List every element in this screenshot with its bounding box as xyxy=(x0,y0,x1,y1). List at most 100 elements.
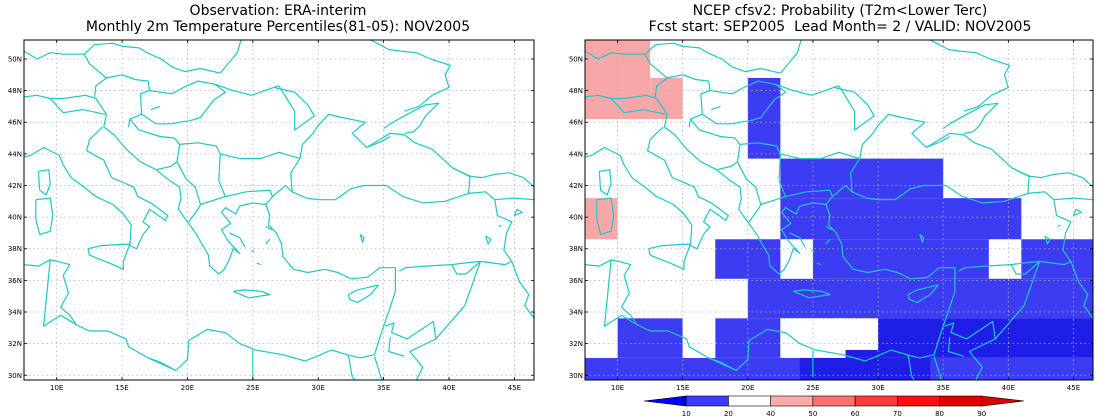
coastline xyxy=(35,197,54,236)
coastline xyxy=(825,238,831,245)
coastline xyxy=(929,40,1011,112)
empty-cell xyxy=(780,239,813,279)
coastline xyxy=(942,102,999,134)
lon-tick-label: 30E xyxy=(871,384,884,392)
coastline xyxy=(907,354,915,380)
coastline xyxy=(150,105,161,111)
coastline xyxy=(373,356,383,380)
coastline xyxy=(789,232,806,248)
lat-tick-label: 30N xyxy=(8,372,22,380)
coastline xyxy=(147,357,176,372)
probability-cell xyxy=(1021,239,1093,279)
coastline xyxy=(947,337,965,357)
coastline xyxy=(370,40,451,112)
lat-tick-label: 40N xyxy=(8,214,22,222)
colorbar-swatch xyxy=(770,395,814,407)
coastline xyxy=(383,102,440,134)
coastline xyxy=(832,184,853,198)
coastline xyxy=(366,135,391,149)
coastline xyxy=(775,83,875,131)
coastline xyxy=(272,184,293,198)
coastline xyxy=(850,113,1030,204)
coastline xyxy=(585,126,729,250)
coastline xyxy=(648,243,692,270)
coastline xyxy=(1070,261,1093,319)
colorbar-swatch xyxy=(897,395,940,407)
coastline xyxy=(825,226,833,231)
obs-title-line2: Monthly 2m Temperature Percentiles(81-05… xyxy=(85,19,471,35)
coastline xyxy=(106,74,151,128)
lat-tick-label: 50N xyxy=(569,55,583,63)
colorbar-label: 70 xyxy=(893,410,902,418)
lon-tick-label: 40E xyxy=(442,384,455,392)
coastline xyxy=(793,289,831,299)
coastline xyxy=(229,232,246,248)
coastline xyxy=(1057,224,1061,228)
colorbar-label: 60 xyxy=(851,410,860,418)
coastline xyxy=(779,40,802,74)
probability-cell xyxy=(747,77,781,159)
coastline xyxy=(811,249,815,253)
lon-tick-label: 25E xyxy=(806,384,819,392)
empty-cell xyxy=(585,318,618,358)
coastline xyxy=(690,118,741,171)
colorbar-high-arrow xyxy=(981,395,1025,407)
coastline xyxy=(933,356,943,380)
coastline xyxy=(748,204,762,223)
coastline xyxy=(347,284,379,304)
lon-tick-label: 30E xyxy=(312,384,325,392)
coastline xyxy=(907,284,939,304)
gridlines-left xyxy=(24,40,534,380)
colorbar-label: 10 xyxy=(682,410,691,418)
coastline xyxy=(1010,260,1040,275)
lon-tick-label: 35E xyxy=(937,384,950,392)
gridlines-right xyxy=(585,40,1093,380)
lat-tick-label: 46N xyxy=(8,119,22,127)
forecast-map: 10E 15E 20E 25E 30E 35E 40E 45E 30N 32N 34N 36N 38N 4… xyxy=(569,39,1094,392)
lon-tick-label: 15E xyxy=(676,384,689,392)
probability-cell xyxy=(747,278,1093,319)
colorbar-swatch xyxy=(939,395,983,407)
coastline xyxy=(708,357,737,372)
lat-tick-label: 32N xyxy=(569,340,583,348)
coastline xyxy=(919,234,925,243)
coastline xyxy=(265,238,271,245)
coastline xyxy=(603,259,622,327)
colorbar-label: 20 xyxy=(724,410,733,418)
coastline xyxy=(87,243,131,270)
colorbar-low-arrow xyxy=(643,395,687,407)
obs-title-line1: Observation: ERA-interim xyxy=(189,3,367,19)
coastline xyxy=(225,189,274,205)
coastline xyxy=(1027,191,1093,201)
coastline xyxy=(596,197,615,236)
lat-tick-label: 50N xyxy=(8,55,22,63)
coastline xyxy=(513,208,523,217)
lat-tick-label: 48N xyxy=(8,87,22,95)
fcst-title-line1: NCEP cfsv2: Probability (T2m<Lower Terc) xyxy=(692,3,988,19)
coastline xyxy=(816,262,822,266)
colorbar-swatch xyxy=(812,395,856,407)
coastline xyxy=(37,169,51,196)
lon-tick-label: 45E xyxy=(1067,384,1080,392)
coastline xyxy=(214,83,315,131)
lon-tick-label: 20E xyxy=(181,384,194,392)
coastline xyxy=(49,98,106,115)
colorbar-label: 80 xyxy=(935,410,944,418)
coastline xyxy=(347,354,356,380)
lat-tick-label: 42N xyxy=(569,182,583,190)
coastlines-left xyxy=(24,40,534,380)
empty-cell xyxy=(845,318,879,350)
coastline xyxy=(388,337,405,357)
fcst-title-line2: Fcst start: SEP2005 Lead Month= 2 / VALI… xyxy=(648,19,1032,35)
observation-map: 10E 15E 20E 25E 30E 35E 40E 45E 30N 32N 34N 36N 38N 4… xyxy=(8,39,535,392)
probability-cell xyxy=(585,40,651,120)
lat-tick-label: 32N xyxy=(8,340,22,348)
coastline xyxy=(359,234,365,243)
coastline xyxy=(176,142,226,206)
lon-tick-label: 25E xyxy=(246,384,259,392)
lon-tick-label: 15E xyxy=(115,384,128,392)
coastline xyxy=(585,126,956,372)
probability-cell xyxy=(617,318,683,358)
colorbar-swatch xyxy=(854,395,898,407)
